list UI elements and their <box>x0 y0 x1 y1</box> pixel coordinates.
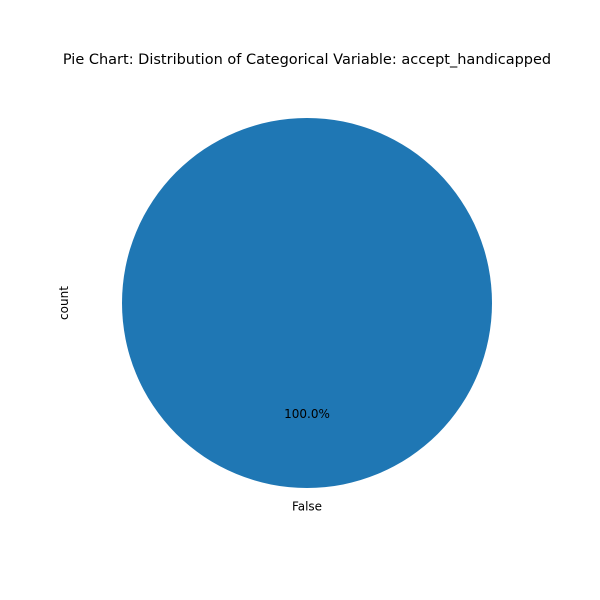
y-axis-label: count <box>57 286 71 320</box>
slice-category-label: False <box>292 500 322 514</box>
pie-slice-false <box>122 118 492 488</box>
pie-slices <box>122 118 492 488</box>
chart-title: Pie Chart: Distribution of Categorical V… <box>63 52 551 68</box>
slice-percent-label: 100.0% <box>284 407 330 421</box>
pie-labels: False 100.0% <box>284 407 330 514</box>
